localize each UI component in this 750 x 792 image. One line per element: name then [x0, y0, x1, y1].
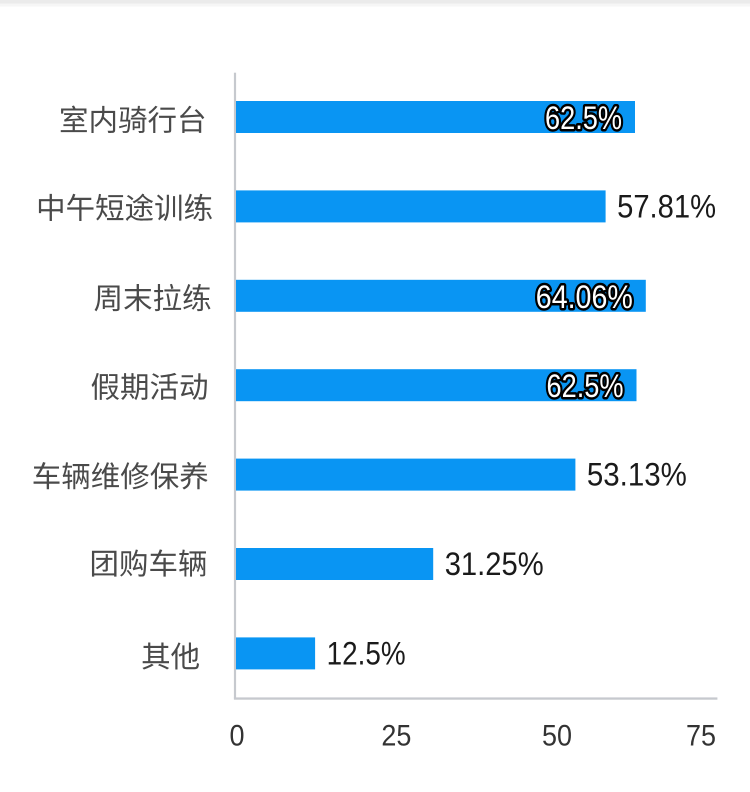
- svg-text:31.25%: 31.25%: [445, 546, 544, 582]
- svg-text:12.5%: 12.5%: [327, 635, 406, 671]
- svg-text:25: 25: [381, 720, 411, 753]
- svg-text:64.06%: 64.06%: [536, 279, 633, 315]
- svg-text:62.5%: 62.5%: [547, 368, 624, 404]
- svg-text:75: 75: [686, 720, 716, 753]
- svg-text:53.13%: 53.13%: [587, 457, 687, 493]
- svg-text:57.81%: 57.81%: [617, 188, 716, 224]
- svg-text:0: 0: [230, 720, 245, 753]
- svg-text:50: 50: [542, 720, 572, 753]
- svg-text:62.5%: 62.5%: [545, 100, 622, 136]
